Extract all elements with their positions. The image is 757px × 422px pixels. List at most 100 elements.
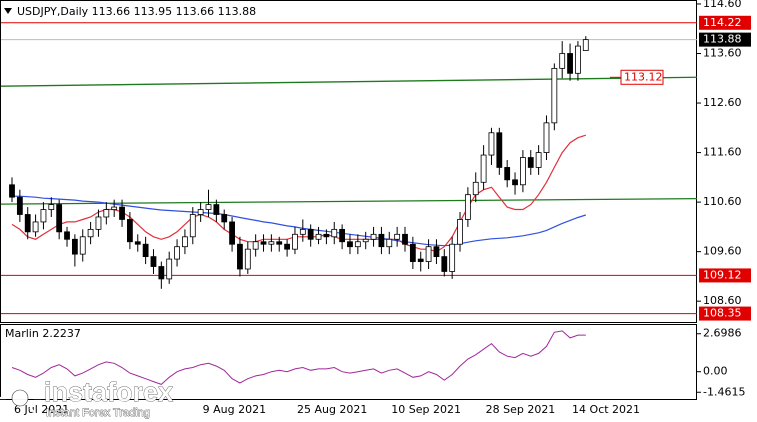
candle-body	[103, 209, 110, 218]
candle-body	[111, 206, 118, 210]
alert-label: 113.12	[624, 70, 663, 83]
candle-body	[386, 238, 393, 248]
last-price-label: 113.88	[703, 33, 742, 46]
candle-body	[457, 219, 463, 245]
candle-body	[64, 231, 70, 240]
candle-body	[488, 132, 495, 156]
sub-panel: 2.6986 0.00 -1.4615	[11, 327, 745, 398]
candle-body	[16, 196, 23, 215]
candle-body	[56, 204, 63, 233]
trendline	[0, 197, 698, 205]
candle-body	[433, 246, 440, 258]
y-tick-label: 114.60	[703, 0, 742, 10]
level-label: 114.22	[703, 16, 742, 29]
candle-body	[40, 209, 47, 223]
candle-body	[119, 206, 125, 220]
candle-body	[504, 167, 511, 181]
candle-body	[182, 236, 188, 248]
watermark: instaforex Instant Forex Trading	[0, 377, 173, 419]
candle-body	[559, 53, 566, 69]
candle-body	[24, 214, 31, 233]
candle-body	[292, 233, 298, 250]
candle-body	[354, 241, 361, 248]
candle-body	[166, 258, 173, 280]
candle-body	[339, 228, 346, 243]
candle-body	[229, 221, 235, 245]
candle-body	[402, 233, 408, 245]
candle-body	[71, 238, 78, 255]
chart-title: USDJPY,Daily 113.66 113.95 113.66 113.88	[17, 5, 256, 18]
candle-body	[331, 228, 338, 238]
candle-body	[480, 154, 487, 183]
level-label: 109.12	[703, 268, 742, 281]
level-label-box	[699, 268, 751, 283]
candle-body	[252, 241, 259, 250]
title-icon	[4, 8, 12, 14]
candle-body	[158, 266, 165, 280]
candle-body	[315, 233, 322, 240]
candle-body	[582, 39, 589, 51]
main-panel: 114.60 113.60 112.60 111.60 110.60 109.60 108.…	[0, 0, 751, 321]
candle-body	[142, 243, 149, 258]
candle-body	[221, 214, 228, 223]
candle-body	[512, 179, 518, 186]
candle-body	[535, 152, 542, 168]
candle-body	[362, 238, 369, 243]
candle-body	[174, 246, 180, 260]
candle-body	[567, 53, 573, 74]
x-tick-label: 9 Aug 2021	[203, 403, 266, 416]
candle-body	[197, 209, 204, 215]
candle-body	[425, 246, 432, 262]
candle-body	[150, 256, 157, 267]
candle-body	[394, 233, 401, 240]
candle-body	[134, 241, 141, 245]
x-tick-label: 28 Sep 2021	[486, 403, 556, 416]
candle-body	[213, 204, 220, 215]
candle-body	[543, 122, 550, 153]
candle-body	[449, 243, 456, 272]
y-tick-label: -1.4615	[703, 385, 745, 398]
y-tick-label: 111.60	[703, 146, 742, 159]
candle-body	[189, 214, 196, 238]
indicator-title: Marlin 2.2237	[5, 327, 81, 340]
candle-body	[205, 204, 212, 210]
candle-body	[268, 241, 275, 245]
candle-body	[237, 243, 243, 270]
candle-body	[347, 241, 353, 248]
candle-body	[95, 216, 102, 230]
candle-body	[79, 236, 86, 255]
level-label: 108.35	[703, 307, 742, 320]
candle-body	[409, 243, 416, 262]
x-tick-label: 10 Sep 2021	[391, 403, 461, 416]
candle-body	[299, 228, 306, 235]
alert-label-box	[620, 69, 664, 85]
candle-body	[48, 204, 55, 210]
trendline	[0, 76, 698, 87]
candle-body	[527, 157, 534, 168]
main-panel-frame	[0, 0, 697, 323]
candle-body	[284, 243, 291, 250]
candle-body	[441, 256, 448, 272]
y-tick-label: 113.60	[703, 47, 742, 60]
candle-body	[87, 228, 94, 238]
y-tick-label: 0.00	[703, 365, 728, 378]
candle-body	[276, 241, 283, 245]
watermark-tagline: Instant Forex Trading	[46, 407, 150, 419]
last-price-box	[699, 32, 751, 47]
candle-body	[127, 219, 133, 243]
candle-body	[307, 228, 314, 240]
y-tick-label: 109.60	[703, 245, 742, 258]
x-tick-label: 6 Jul 2021	[14, 403, 69, 416]
candle-body	[417, 258, 424, 262]
candle-body	[496, 132, 503, 168]
candle-body	[575, 45, 581, 74]
y-tick-label: 2.6986	[703, 327, 742, 340]
level-label-box	[699, 306, 751, 321]
moving-average	[12, 195, 586, 247]
y-tick-label: 112.60	[703, 96, 742, 109]
watermark-brand: instaforex	[44, 377, 173, 407]
candle-body	[464, 194, 471, 220]
candle-body	[244, 248, 251, 270]
